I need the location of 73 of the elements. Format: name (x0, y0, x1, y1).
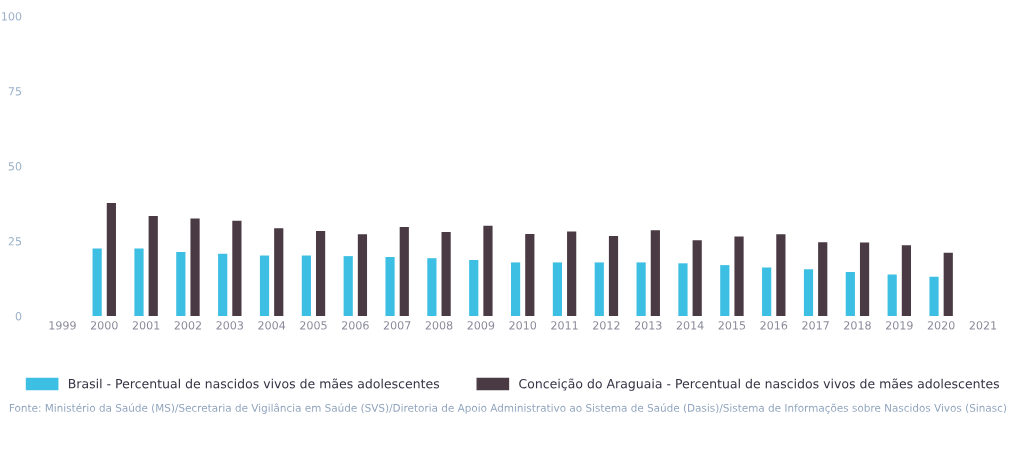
x-tick-label: 2020 (927, 321, 955, 330)
bar (259, 255, 270, 317)
bar (859, 242, 870, 317)
bar (678, 263, 688, 317)
bar (399, 227, 409, 317)
x-tick-label: 1999 (49, 321, 76, 330)
source-note: Fonte: Ministério da Saúde (MS)/Secretaria de Vigilância em Saúde (SVS)/Diretoria de Apoio Administrativo ao Sistema de Saúde (Dasis)/Sistema de Informações sobre Nascidos Vivos (Sinasc) (9, 403, 1007, 414)
x-tick-label: 2019 (885, 321, 913, 330)
bar (636, 262, 646, 317)
bar (608, 236, 619, 317)
bar (818, 242, 828, 317)
bar (887, 274, 897, 317)
bar (218, 253, 228, 317)
y-tick-label: 25 (8, 237, 22, 246)
bar (134, 248, 144, 317)
bar (762, 267, 772, 317)
bar (427, 258, 437, 317)
x-tick-label: 2000 (90, 321, 118, 330)
x-tick-label: 2015 (718, 321, 746, 330)
x-tick-label: 2003 (216, 321, 244, 330)
bar (274, 228, 284, 317)
x-tick-label: 2001 (132, 321, 160, 330)
bar (567, 231, 577, 317)
y-tick-label: 50 (8, 162, 22, 171)
bar (357, 234, 368, 317)
x-tick-label: 2007 (383, 321, 411, 330)
x-tick-label: 2008 (425, 321, 453, 330)
x-tick-label: 2010 (509, 321, 537, 330)
bar (525, 233, 535, 317)
bar (720, 265, 730, 317)
bar (510, 262, 521, 317)
bar (385, 257, 395, 317)
x-tick-label: 2004 (258, 321, 286, 330)
bar (232, 220, 242, 317)
bar (343, 256, 353, 317)
x-tick-label: 2016 (760, 321, 788, 330)
bar (483, 225, 493, 317)
x-tick-label: 2012 (593, 321, 620, 330)
legend-label: Conceição do Araguaia - Percentual de nascidos vivos de mães adolescentes (519, 378, 1000, 391)
y-tick-label: 100 (2, 12, 22, 21)
bar (901, 245, 912, 317)
x-tick-label: 2005 (300, 321, 327, 330)
bar (315, 230, 326, 317)
bar (106, 203, 116, 317)
x-tick-label: 2011 (551, 321, 578, 330)
bar (776, 234, 786, 317)
bar (803, 269, 814, 317)
bar (943, 252, 953, 317)
bar (845, 272, 855, 317)
bar (734, 236, 744, 317)
bar (190, 218, 200, 317)
bar (92, 248, 102, 317)
bar (650, 230, 660, 317)
bar (301, 255, 311, 317)
bar (692, 240, 702, 317)
bar (441, 232, 451, 317)
y-tick-label: 75 (8, 87, 22, 96)
x-tick-label: 2006 (342, 321, 369, 330)
bar (469, 260, 479, 317)
x-tick-label: 2021 (969, 321, 997, 330)
bar (148, 215, 158, 317)
x-tick-label: 2009 (467, 321, 495, 330)
bar (929, 276, 939, 317)
x-tick-label: 2002 (174, 321, 201, 330)
x-tick-label: 2018 (844, 321, 871, 330)
y-tick-label: 0 (15, 312, 22, 321)
legend-label: Brasil - Percentual de nascidos vivos de mães adolescentes (68, 378, 440, 389)
x-tick-label: 2013 (634, 321, 662, 330)
x-tick-label: 2017 (802, 321, 829, 330)
bar (176, 251, 186, 317)
bar (594, 262, 604, 317)
bar (552, 262, 563, 317)
x-tick-label: 2014 (676, 321, 704, 330)
